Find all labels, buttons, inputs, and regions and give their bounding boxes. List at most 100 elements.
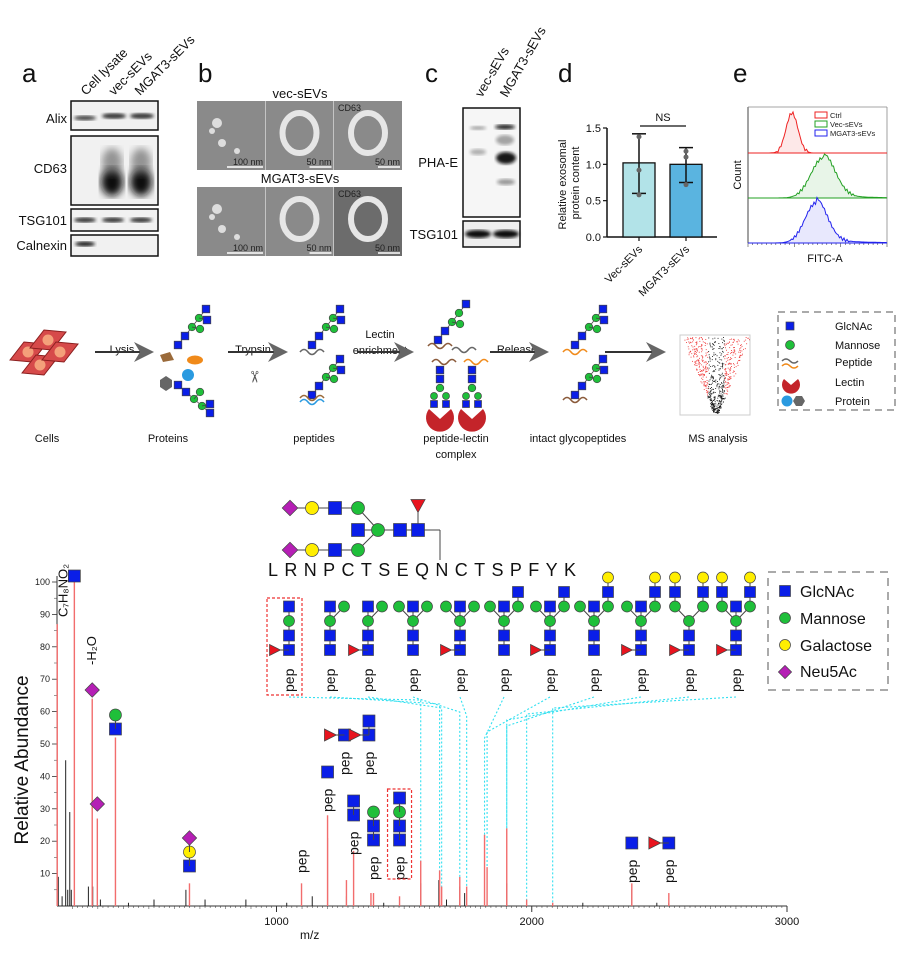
plot-point — [698, 351, 700, 353]
legend-label: Lectin — [835, 377, 864, 389]
lectin-icon — [426, 409, 455, 432]
blot-band — [102, 148, 122, 176]
plot-point — [719, 408, 721, 409]
glcnac-icon — [433, 335, 443, 345]
glcnac-icon — [362, 714, 376, 728]
plot-point — [713, 376, 714, 378]
glcnac-icon — [283, 600, 295, 613]
plot-point — [730, 352, 732, 354]
glcnac-icon — [599, 315, 609, 325]
plot-point — [734, 347, 735, 348]
fragment-label: pep — [336, 751, 352, 775]
plot-point — [733, 340, 735, 342]
glycopeptide-fragment: pep — [486, 586, 570, 868]
glcnac-icon — [393, 791, 406, 805]
plot-point — [714, 400, 716, 402]
glcnac-icon — [635, 629, 647, 642]
glcnac-icon — [205, 399, 215, 409]
plot-point — [720, 391, 722, 393]
glcnac-icon — [324, 629, 336, 642]
fragment-peak-link — [459, 696, 468, 887]
plot-point — [713, 411, 714, 413]
fragment-label: pep — [405, 668, 421, 692]
plot-point — [713, 407, 715, 409]
plot-point — [704, 374, 705, 375]
nucleus — [54, 346, 66, 358]
plot-point — [701, 348, 703, 350]
plot-point — [688, 341, 690, 343]
plot-point — [700, 371, 702, 372]
plot-point — [709, 394, 711, 395]
fragment-label: pep — [294, 849, 310, 873]
plot-point — [723, 337, 724, 338]
glcnac-icon — [588, 629, 600, 642]
plot-point — [687, 337, 689, 339]
plot-point — [724, 364, 726, 366]
plot-point — [719, 359, 721, 361]
plot-point — [733, 364, 735, 366]
plot-point — [699, 361, 700, 363]
mannose-icon — [635, 615, 647, 627]
legend-label: Galactose — [800, 638, 872, 655]
lectin-icon — [458, 409, 486, 432]
plot-point — [719, 346, 721, 348]
panel-a: a Cell lysate vec-sEVs MGAT3-sEVs Alix C… — [16, 32, 198, 257]
plot-point — [732, 338, 734, 340]
glycopeptide-fragment: pep — [506, 571, 661, 829]
peak-annotation — [181, 830, 198, 873]
plot-point — [707, 396, 709, 398]
mannose-icon — [558, 600, 570, 613]
blot-band — [495, 124, 515, 130]
plot-point — [705, 386, 707, 387]
plot-point — [738, 351, 740, 353]
plot-point — [711, 400, 712, 401]
plot-point — [715, 368, 717, 370]
plot-point — [729, 385, 731, 387]
plot-point — [739, 356, 741, 358]
data-point — [683, 182, 689, 188]
fragment-label: pep — [360, 668, 376, 692]
plot-point — [727, 353, 729, 355]
glcnac-icon — [336, 365, 346, 375]
peptide-icon — [299, 398, 325, 406]
plot-point — [747, 337, 749, 339]
glcnac-icon — [635, 600, 647, 613]
plot-point — [719, 395, 721, 397]
glcnac-icon — [570, 390, 580, 400]
plot-point — [722, 364, 723, 366]
plot-point — [692, 337, 694, 339]
plot-point — [724, 393, 726, 395]
plot-point — [729, 341, 730, 343]
glcnac-icon — [498, 600, 510, 613]
plot-point — [710, 366, 712, 367]
plot-point — [718, 368, 720, 370]
plot-point — [697, 363, 699, 365]
fragment-peak-link — [367, 696, 443, 887]
plot-point — [723, 375, 725, 377]
plot-point — [695, 337, 697, 339]
plot-point — [724, 369, 726, 371]
mannose-icon — [195, 387, 205, 397]
plot-point — [716, 400, 718, 401]
plot-point — [708, 367, 710, 369]
fragment-peak-link — [483, 696, 505, 835]
step-label: Proteins — [148, 433, 189, 445]
plot-point — [717, 360, 719, 362]
plot-point — [696, 356, 698, 358]
plot-point — [706, 354, 708, 356]
plot-point — [739, 359, 741, 361]
plot-point — [716, 410, 718, 412]
glcnac-icon — [683, 629, 695, 642]
plot-point — [719, 403, 721, 405]
plot-point — [702, 368, 704, 370]
histogram-mgat3-sevs — [748, 196, 888, 244]
legend-swatch — [814, 120, 828, 128]
plot-point — [701, 373, 703, 375]
glcnac-icon — [201, 304, 211, 314]
plot-point — [731, 350, 732, 351]
plot-point — [694, 350, 696, 352]
plot-point — [743, 340, 745, 342]
em-group-title: MGAT3-sEVs — [261, 171, 340, 186]
plot-point — [716, 406, 718, 408]
plot-point — [702, 370, 704, 372]
